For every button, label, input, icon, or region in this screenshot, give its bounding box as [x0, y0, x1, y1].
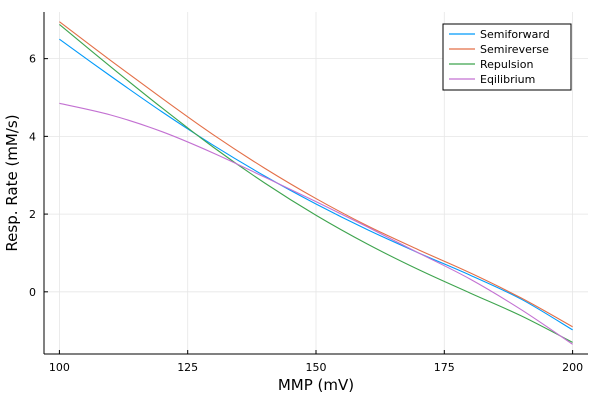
- legend-label: Repulsion: [480, 58, 533, 71]
- x-tick-label: 175: [434, 361, 455, 374]
- series-line-eqilibrium: [59, 102, 573, 345]
- y-tick-label: 4: [29, 130, 36, 143]
- legend: Semiforward Semireverse Repulsion Eqilibriu…: [442, 23, 572, 91]
- y-tick-label: 0: [29, 286, 36, 299]
- x-tick-label: 200: [562, 361, 583, 374]
- x-tick-label: 125: [177, 361, 198, 374]
- tick-layer: 100 125 150 175 200 0 2 4 6: [29, 53, 583, 374]
- series-line-semireverse: [59, 21, 573, 328]
- y-axis-title: Resp. Rate (mM/s): [3, 114, 21, 251]
- x-tick-label: 100: [49, 361, 70, 374]
- legend-label: Semiforward: [480, 28, 550, 41]
- legend-label: Eqilibrium: [480, 73, 535, 86]
- legend-items: Semiforward Semireverse Repulsion Eqilibriu…: [449, 28, 550, 86]
- y-tick-label: 2: [29, 208, 36, 221]
- y-tick-label: 6: [29, 53, 36, 66]
- series-line-semiforward: [59, 38, 573, 331]
- legend-label: Semireverse: [480, 43, 549, 56]
- series-layer: [59, 21, 573, 345]
- series-line-repulsion: [59, 24, 573, 343]
- x-axis-title: MMP (mV): [278, 376, 354, 394]
- x-tick-label: 150: [306, 361, 327, 374]
